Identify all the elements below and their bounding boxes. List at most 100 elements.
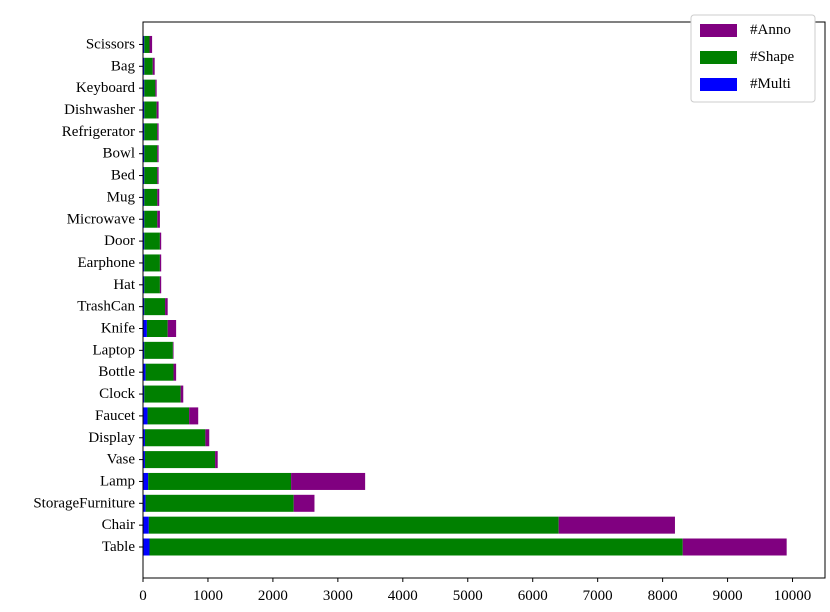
bar-earphone-anno [159, 254, 162, 272]
y-tick-label: Dishwasher [64, 102, 135, 118]
bar-bed-shape [144, 167, 158, 185]
y-tick-label: Mug [107, 189, 136, 205]
bar-keyboard-shape [144, 79, 156, 97]
bar-scissors-anno [149, 35, 153, 53]
bar-bottle-shape [145, 363, 174, 381]
x-tick-label: 4000 [388, 588, 418, 604]
bar-faucet-shape [147, 407, 190, 425]
bar-bottle-anno [173, 363, 177, 381]
x-tick-label: 10000 [774, 588, 812, 604]
bar-bag-anno [152, 57, 155, 75]
bar-chair-shape [148, 516, 559, 534]
bar-refrigerator-multi [143, 123, 145, 141]
bar-bowl-multi [143, 145, 145, 163]
bar-mug-anno [157, 188, 160, 206]
bar-lamp-anno [291, 472, 366, 490]
y-tick-label: Chair [102, 517, 135, 533]
bar-bag-multi [143, 57, 145, 75]
y-axis: Table Chair StorageFurniture Lamp Vase Displa… [33, 36, 143, 555]
bar-laptop-anno [172, 341, 174, 359]
legend-label-multi: #Multi [750, 76, 791, 92]
bar-knife-shape [146, 320, 168, 337]
legend: #Anno #Shape #Multi [690, 14, 816, 103]
bar-microwave-multi [143, 210, 145, 228]
y-tick-label: Bottle [98, 364, 135, 380]
bar-hat-shape [144, 276, 160, 294]
y-tick-label: StorageFurniture [33, 495, 135, 511]
bar-laptop-shape [144, 341, 173, 359]
bar-trashcan-shape [144, 298, 166, 316]
y-tick-label: Display [88, 430, 135, 446]
bar-bed-multi [143, 167, 145, 185]
bar-refrigerator-anno [157, 123, 159, 141]
bar-door-anno [159, 232, 162, 250]
bar-bed-anno [157, 167, 159, 185]
bar-microwave-anno [157, 210, 160, 228]
bar-storagefurniture-anno [293, 494, 315, 512]
bar-hat-anno [159, 276, 162, 294]
x-tick-label: 1000 [193, 588, 223, 604]
bar-scissors-shape [144, 35, 150, 53]
bar-clock-anno [180, 385, 184, 403]
bar-hat-multi [143, 276, 145, 294]
bar-bowl-shape [144, 145, 158, 163]
bar-mug-shape [144, 188, 158, 206]
y-tick-label: Table [102, 539, 135, 555]
y-tick-label: Scissors [86, 36, 135, 52]
y-tick-label: Microwave [67, 211, 136, 227]
legend-swatch-multi [700, 78, 737, 91]
bar-faucet-anno [189, 407, 199, 425]
bar-bowl-anno [157, 145, 159, 163]
y-tick-label: Vase [107, 452, 136, 468]
y-tick-label: Earphone [78, 255, 136, 271]
bar-trashcan-anno [165, 298, 168, 316]
x-tick-label: 3000 [323, 588, 353, 604]
bar-chair-anno [558, 516, 675, 534]
x-tick-label: 8000 [648, 588, 678, 604]
x-tick-label: 9000 [713, 588, 743, 604]
x-tick-label: 0 [139, 588, 147, 604]
y-tick-label: Clock [99, 386, 135, 402]
bar-earphone-shape [144, 254, 160, 272]
bar-keyboard-multi [143, 79, 145, 97]
y-tick-label: TrashCan [77, 299, 135, 315]
bar-knife-anno [167, 320, 177, 337]
x-tick-label: 2000 [258, 588, 288, 604]
bar-chair-multi [143, 516, 149, 534]
y-tick-label: Door [104, 233, 135, 249]
bar-clock-multi [143, 385, 145, 403]
bar-keyboard-anno [155, 79, 157, 97]
legend-label-shape: #Shape [750, 49, 795, 65]
y-tick-label: Laptop [93, 342, 136, 358]
x-tick-label: 7000 [583, 588, 613, 604]
bar-door-shape [144, 232, 160, 250]
bar-display-anno [205, 429, 210, 447]
y-tick-label: Bag [111, 58, 136, 74]
bar-clock-shape [144, 385, 181, 403]
plot-frame [142, 21, 826, 579]
x-tick-label: 6000 [518, 588, 548, 604]
bar-bottle-multi [143, 363, 146, 381]
bars-group [143, 35, 787, 556]
y-tick-label: Keyboard [76, 80, 136, 96]
legend-swatch-shape [700, 51, 737, 64]
y-tick-label: Refrigerator [62, 124, 135, 140]
bar-dishwasher-anno [156, 101, 159, 119]
bar-vase-multi [143, 451, 145, 469]
bar-vase-anno [215, 451, 218, 469]
y-tick-label: Bowl [102, 146, 135, 162]
x-axis: 0 1000 2000 3000 4000 5000 6000 7000 8000 9000 100… [139, 578, 811, 604]
bar-dishwasher-multi [143, 101, 145, 119]
bar-trashcan-multi [143, 298, 145, 316]
bar-door-multi [143, 232, 145, 250]
bar-table-shape [149, 538, 683, 556]
bar-mug-multi [143, 188, 145, 206]
x-tick-label: 5000 [453, 588, 483, 604]
bar-laptop-multi [143, 341, 145, 359]
bar-scissors-multi [143, 35, 145, 53]
bar-table-multi [143, 538, 150, 556]
y-tick-label: Faucet [95, 408, 136, 424]
bar-storagefurniture-multi [143, 494, 146, 512]
bar-table-anno [682, 538, 787, 556]
